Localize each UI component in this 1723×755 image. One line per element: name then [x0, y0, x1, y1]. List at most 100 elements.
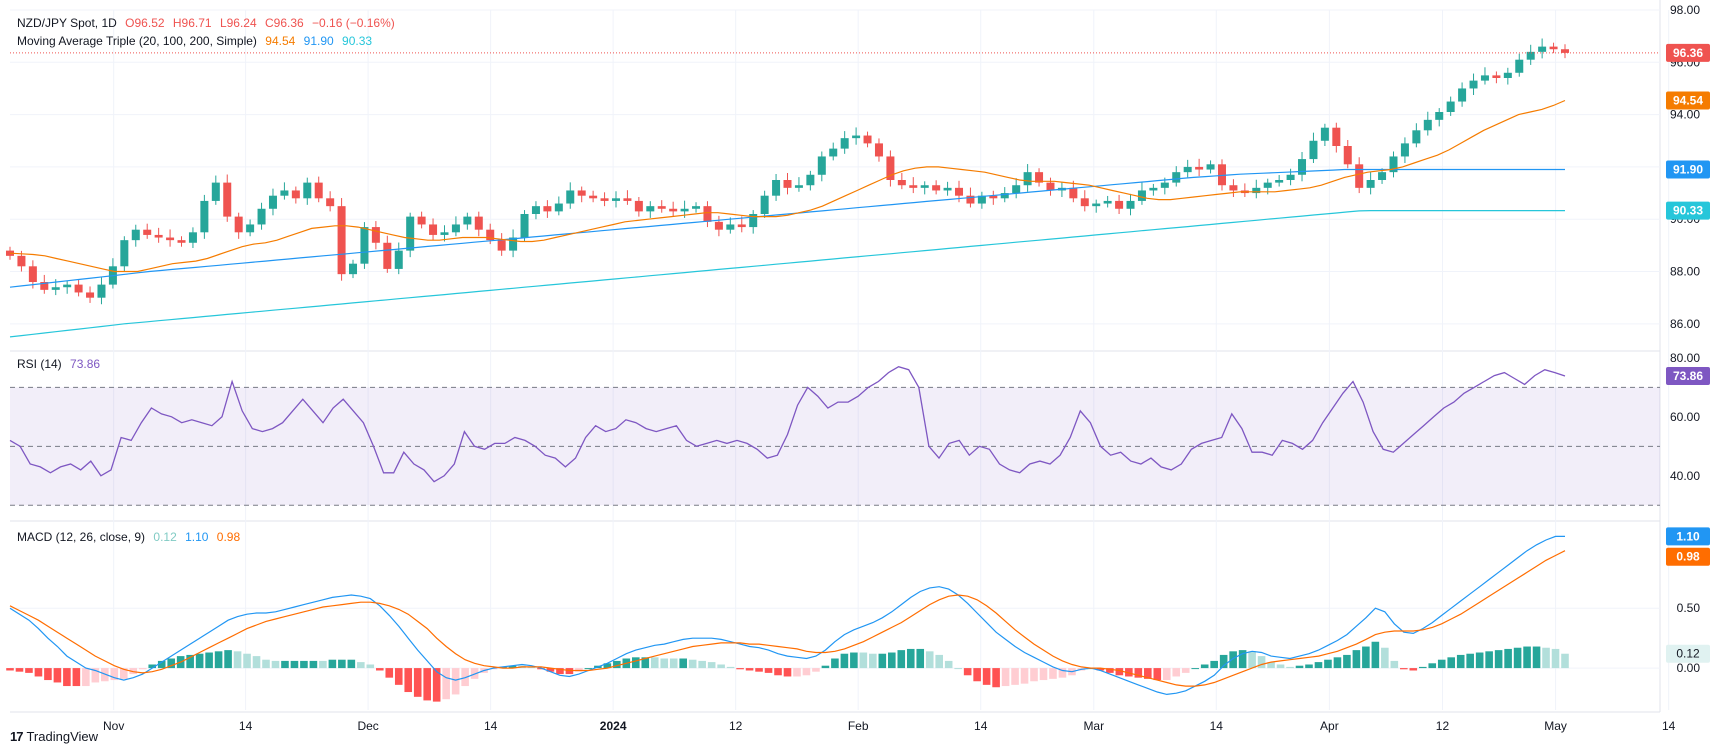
rsi-tick-label: 80.00	[1670, 351, 1700, 365]
ma20-badge: 94.54	[1673, 93, 1703, 107]
candle-body	[406, 216, 415, 251]
candle-body	[1435, 112, 1444, 120]
candle-body	[1389, 156, 1398, 173]
candle-body	[692, 206, 701, 209]
candle-body	[1286, 174, 1295, 180]
symbol-label[interactable]: NZD/JPY Spot, 1D	[17, 16, 117, 30]
macd-hist-bar	[1011, 668, 1019, 685]
macd-hist-bar	[717, 664, 725, 669]
macd-hist-bar	[252, 656, 261, 669]
macd-hist-bar	[584, 668, 593, 670]
macd-hist-bar	[119, 668, 128, 679]
candle-body	[737, 224, 746, 228]
macd-hist-bar	[613, 660, 621, 669]
candle-body	[531, 206, 540, 214]
macd-hist-bar	[1561, 653, 1569, 669]
macd-hist-bar	[1523, 646, 1531, 669]
macd-hist-bar	[262, 659, 270, 669]
ma100-badge-bg	[1666, 160, 1710, 179]
macd-hist-bar	[897, 650, 906, 669]
macd-signal-value: 0.98	[216, 530, 241, 544]
macd-hist-bar	[1551, 648, 1560, 669]
candle-body	[1172, 172, 1181, 183]
macd-hist-bar	[1276, 664, 1285, 669]
candle-body	[840, 138, 849, 149]
macd-tick-label: 0.50	[1677, 601, 1701, 615]
macd-hist-bar	[186, 654, 194, 669]
macd-hist-bar	[1238, 650, 1247, 669]
macd-hist-bar	[963, 668, 972, 676]
candle-body	[806, 174, 815, 186]
candle-body	[1549, 46, 1558, 50]
rsi-title[interactable]: RSI (14)	[17, 357, 62, 371]
macd-hist-bar	[1134, 668, 1143, 678]
candle-body	[1560, 49, 1570, 53]
candle-body	[417, 216, 426, 225]
candle-body	[246, 224, 255, 233]
candle-body	[17, 255, 26, 267]
macd-hist-bar	[869, 653, 877, 669]
macd-hist-bar	[328, 659, 337, 669]
macd-hist-bar	[347, 659, 356, 669]
macd-hist-bar	[1428, 663, 1437, 669]
macd-hist-bar	[1513, 647, 1522, 669]
candle-body	[120, 240, 129, 267]
macd-title[interactable]: MACD (12, 26, close, 9)	[17, 530, 146, 544]
macd-hist-bar	[338, 659, 346, 669]
y-tick-label: 98.00	[1670, 3, 1700, 17]
macd-hist-bar	[698, 660, 706, 669]
x-tick-label: Nov	[103, 719, 124, 733]
rsi-value: 73.86	[70, 357, 101, 371]
macd-hist-bar	[669, 658, 678, 669]
candle-body	[657, 206, 666, 209]
candle-body	[1298, 159, 1307, 175]
candle-body	[634, 200, 643, 212]
candle-body	[166, 237, 175, 241]
candle-body	[566, 190, 575, 204]
macd-hist-bar	[982, 668, 991, 685]
y-tick-label: 86.00	[1670, 317, 1700, 331]
macd-hist-bar	[679, 658, 687, 669]
rsi-legend: RSI (14) 73.86	[17, 357, 105, 371]
y-tick-label: 88.00	[1670, 265, 1700, 279]
candle-body	[143, 229, 152, 235]
candle-body	[1263, 182, 1272, 188]
x-tick-label: Mar	[1083, 719, 1104, 733]
macd-hist-bar	[1267, 662, 1275, 669]
macd-hist-bar	[850, 652, 858, 669]
ma20-line	[9, 99, 1566, 273]
candle-body	[1366, 180, 1375, 188]
tradingview-logo-icon: 17	[10, 729, 24, 744]
candle-body	[211, 182, 220, 201]
macd-hist-bar	[309, 660, 318, 669]
candle-body	[383, 242, 392, 269]
candle-body	[966, 195, 975, 204]
ma-title[interactable]: Moving Average Triple (20, 100, 200, Sim…	[17, 34, 257, 48]
candle-body	[589, 195, 598, 199]
macd-legend: MACD (12, 26, close, 9) 0.12 1.10 0.98	[17, 530, 245, 544]
candle-body	[40, 282, 49, 290]
candle-body	[131, 229, 140, 241]
macd-hist-bar	[755, 668, 763, 672]
macd-hist-bar	[1542, 647, 1550, 669]
candle-body	[1023, 172, 1032, 186]
candle-body	[1080, 198, 1089, 207]
candle-body	[1492, 75, 1501, 78]
macd-hist-bar	[546, 668, 555, 672]
macd-hist-bar	[110, 668, 119, 681]
candle-body	[897, 180, 906, 186]
macd-hist-bar	[6, 668, 14, 671]
candle-body	[1446, 101, 1455, 112]
candle-body	[1309, 140, 1318, 160]
macd-hist-bar	[375, 668, 384, 671]
macd-hist-bar	[508, 665, 517, 669]
tradingview-brand[interactable]: 17 TradingView	[10, 729, 98, 744]
candle-body	[886, 156, 895, 180]
candle-body	[326, 198, 335, 207]
macd-hist-value: 0.12	[153, 530, 177, 544]
open-value: O96.52	[125, 16, 165, 30]
macd-hist-badge-bg	[1666, 644, 1710, 663]
macd-hist-bar	[1475, 652, 1484, 669]
